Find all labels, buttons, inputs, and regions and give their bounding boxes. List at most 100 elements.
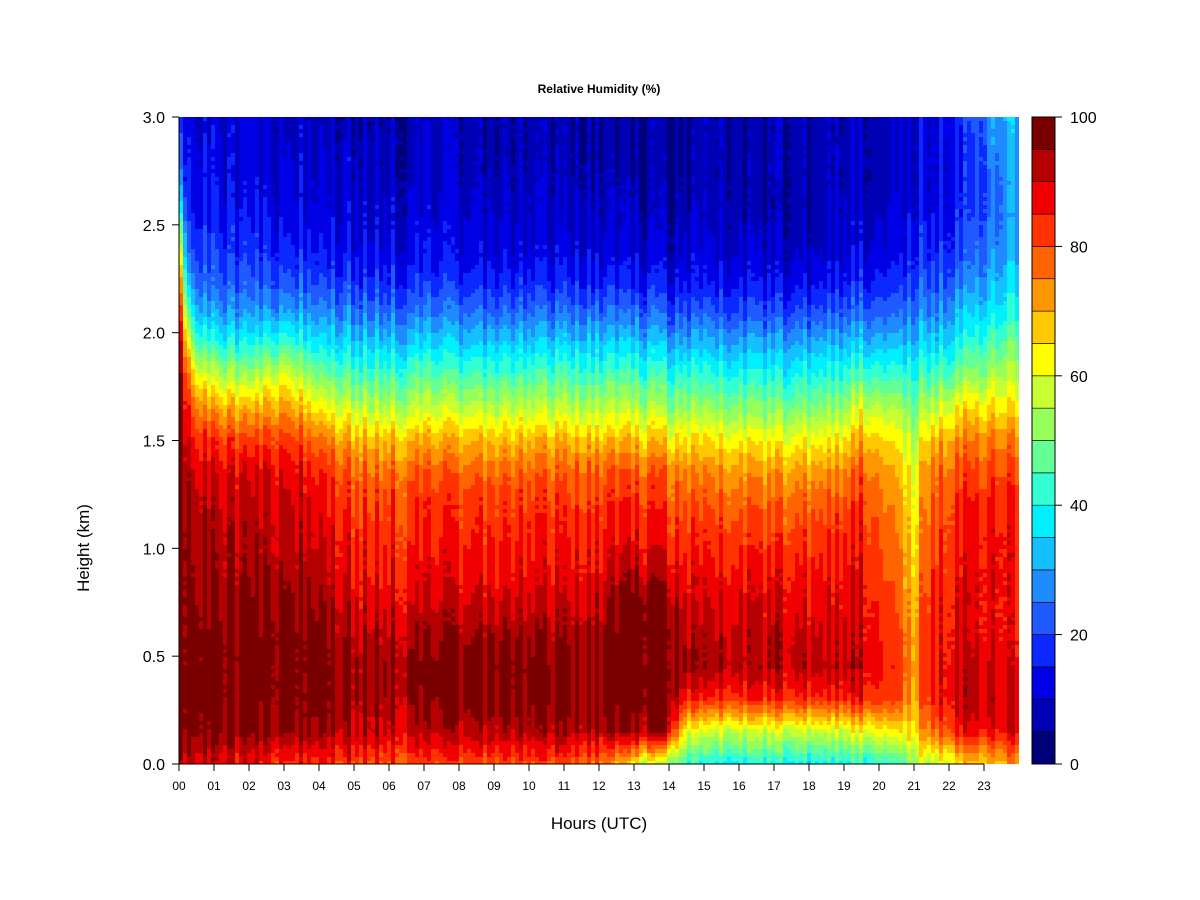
heatmap-cell — [183, 469, 188, 474]
heatmap-cell — [179, 529, 184, 534]
heatmap-cell — [183, 569, 188, 574]
heatmap-cell — [183, 389, 188, 394]
heatmap-cell — [179, 541, 184, 546]
heatmap-cell — [179, 173, 184, 178]
heatmap-cell — [183, 489, 188, 494]
heatmap-cell — [183, 645, 188, 650]
heatmap-cell — [179, 121, 184, 126]
heatmap-cell — [183, 585, 188, 590]
heatmap-cell — [183, 161, 188, 166]
heatmap-cell — [179, 601, 184, 606]
heatmap-cell — [183, 329, 188, 334]
heatmap-cell — [183, 261, 188, 266]
heatmap-cell — [179, 237, 184, 242]
heatmap-cell — [183, 605, 188, 610]
heatmap-cell — [183, 245, 188, 250]
heatmap-cell — [183, 221, 188, 226]
heatmap-cell — [183, 457, 188, 462]
heatmap-cell — [183, 413, 188, 418]
heatmap-cell — [183, 517, 188, 522]
heatmap-cell — [179, 417, 184, 422]
heatmap-cell — [179, 429, 184, 434]
heatmap-cell — [183, 145, 188, 150]
heatmap-cell — [183, 133, 188, 138]
heatmap-cell — [179, 573, 184, 578]
heatmap-cell — [179, 341, 184, 346]
heatmap-cell — [179, 261, 184, 266]
heatmap-cell — [179, 741, 184, 746]
heatmap-cell — [179, 161, 184, 166]
heatmap-cell — [179, 465, 184, 470]
heatmap-cell — [179, 493, 184, 498]
heatmap-cell — [179, 397, 184, 402]
heatmap-cell — [179, 165, 184, 170]
heatmap-cell — [179, 365, 184, 370]
heatmap-cell — [183, 433, 188, 438]
heatmap-cell — [183, 673, 188, 678]
heatmap-cell — [183, 213, 188, 218]
heatmap-cell — [179, 449, 184, 454]
heatmap-cell — [183, 649, 188, 654]
heatmap-cell — [183, 393, 188, 398]
heatmap-cell — [183, 189, 188, 194]
heatmap-cell — [183, 661, 188, 666]
heatmap-cell — [183, 573, 188, 578]
heatmap-cell — [183, 441, 188, 446]
heatmap-cell — [179, 661, 184, 666]
heatmap-cell — [183, 629, 188, 634]
heatmap-cell — [183, 229, 188, 234]
heatmap-cell — [183, 621, 188, 626]
heatmap-cell — [179, 757, 184, 762]
heatmap-cell — [183, 481, 188, 486]
heatmap-cell — [179, 309, 184, 314]
heatmap-cell — [183, 557, 188, 562]
heatmap-cell — [179, 445, 184, 450]
heatmap-cell — [183, 449, 188, 454]
heatmap-cell — [179, 713, 184, 718]
heatmap-cell — [179, 581, 184, 586]
heatmap-cell — [179, 209, 184, 214]
heatmap-cell — [183, 273, 188, 278]
heatmap-cell — [183, 197, 188, 202]
heatmap-cell — [183, 269, 188, 274]
heatmap-cell — [179, 681, 184, 686]
heatmap-cell — [179, 313, 184, 318]
heatmap-cell — [183, 357, 188, 362]
heatmap-cell — [183, 417, 188, 422]
heatmap-cell — [179, 205, 184, 210]
heatmap-cell — [179, 549, 184, 554]
heatmap-cell — [183, 465, 188, 470]
heatmap-cell — [179, 373, 184, 378]
heatmap-cell — [179, 689, 184, 694]
heatmap-cell — [183, 493, 188, 498]
heatmap-cell — [179, 453, 184, 458]
heatmap-cell — [179, 321, 184, 326]
heatmap-cell — [183, 657, 188, 662]
heatmap-cell — [179, 169, 184, 174]
heatmap-cell — [179, 213, 184, 218]
heatmap-cell — [179, 333, 184, 338]
heatmap-cell — [179, 709, 184, 714]
heatmap-cell — [183, 165, 188, 170]
heatmap-cell — [183, 637, 188, 642]
heatmap-cell — [179, 701, 184, 706]
heatmap-cell — [179, 509, 184, 514]
heatmap-cell — [183, 561, 188, 566]
heatmap-cell — [179, 401, 184, 406]
heatmap-cell — [179, 129, 184, 134]
heatmap-cell — [179, 421, 184, 426]
heatmap-cell — [183, 501, 188, 506]
heatmap-cell — [179, 241, 184, 246]
heatmap-cell — [179, 565, 184, 570]
heatmap-cell — [183, 201, 188, 206]
heatmap-cell — [179, 357, 184, 362]
heatmap-cell — [183, 325, 188, 330]
heatmap-cell — [183, 185, 188, 190]
heatmap-cell — [183, 313, 188, 318]
heatmap-cell — [183, 249, 188, 254]
heatmap-cell — [179, 605, 184, 610]
heatmap-cell — [183, 437, 188, 442]
heatmap-cell — [179, 249, 184, 254]
heatmap-cell — [183, 317, 188, 322]
heatmap-cell — [179, 273, 184, 278]
